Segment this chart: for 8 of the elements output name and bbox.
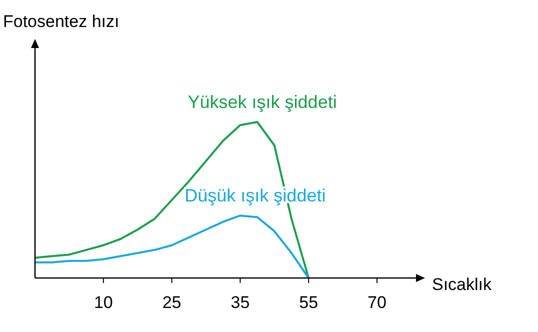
x-tick-label: 35 (230, 293, 250, 312)
x-tick-label: 55 (299, 293, 318, 312)
x-tick-label: 10 (94, 293, 113, 312)
series-label: Yüksek ışık şiddeti (188, 92, 337, 112)
x-axis-title: Sıcaklık (432, 275, 492, 294)
text: Fotosentez hızı (3, 12, 120, 31)
x-tick-label: 70 (368, 293, 386, 312)
x-tick-label: 25 (162, 293, 182, 312)
